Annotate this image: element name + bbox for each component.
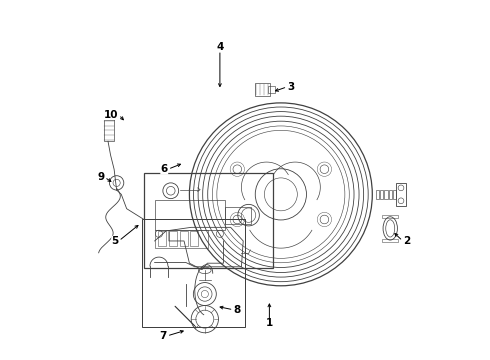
Bar — [180, 231, 188, 246]
Bar — [144, 173, 273, 268]
Bar — [382, 215, 398, 218]
Bar — [389, 190, 392, 199]
Bar — [142, 220, 245, 327]
Text: 6: 6 — [161, 164, 168, 174]
Bar — [158, 231, 166, 246]
Bar — [393, 190, 396, 199]
Bar — [395, 183, 406, 206]
Bar — [385, 190, 388, 199]
Text: 2: 2 — [403, 236, 410, 246]
Text: 3: 3 — [287, 82, 294, 92]
Bar — [104, 119, 115, 141]
Text: 5: 5 — [112, 236, 119, 246]
Bar — [191, 231, 198, 246]
Bar — [376, 190, 379, 199]
Bar — [169, 231, 177, 246]
Bar — [155, 200, 224, 230]
Text: 7: 7 — [159, 331, 167, 341]
Bar — [224, 207, 251, 224]
Bar — [269, 86, 275, 93]
Text: 4: 4 — [216, 42, 223, 52]
Text: 10: 10 — [104, 110, 119, 120]
Bar — [380, 190, 383, 199]
Bar — [155, 230, 208, 248]
Text: 8: 8 — [234, 305, 241, 315]
Text: 1: 1 — [266, 319, 273, 328]
Text: 9: 9 — [98, 172, 104, 182]
Bar — [105, 112, 114, 120]
Bar — [255, 83, 270, 96]
Bar — [382, 239, 398, 242]
